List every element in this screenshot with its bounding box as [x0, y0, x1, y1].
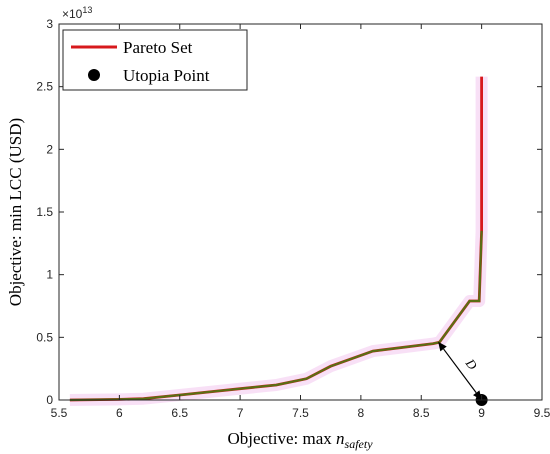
- distance-line: [443, 348, 477, 394]
- x-tick-label: 9.5: [534, 406, 550, 420]
- x-tick-label: 7.5: [292, 406, 309, 420]
- x-axis-label-prefix: Objective: max: [227, 429, 336, 448]
- y-tick-label: 1: [46, 268, 53, 282]
- x-tick-label: 7: [237, 406, 244, 420]
- x-axis-label-sub: safety: [345, 437, 374, 451]
- pareto-set-overlay: [69, 230, 483, 402]
- x-axis-label-var: n: [336, 429, 345, 448]
- y-tick-label: 2.5: [36, 80, 53, 94]
- series-layer: D: [69, 76, 488, 406]
- distance-arrowhead-start: [438, 341, 447, 352]
- y-axis-exponent: ×1013: [62, 5, 92, 21]
- y-tick-label: 1.5: [36, 205, 53, 219]
- x-tick-label: 5.5: [51, 406, 68, 420]
- plot-frame: [58, 23, 543, 401]
- y-axis-label: Objective: min LCC (USD): [6, 118, 25, 306]
- x-tick-label: 6.5: [171, 406, 188, 420]
- y-exponent-power: 13: [82, 5, 92, 15]
- legend: Pareto Set Utopia Point: [62, 29, 248, 91]
- x-tick-label: 8.5: [413, 406, 430, 420]
- y-exponent-base: ×10: [62, 7, 83, 21]
- y-tick-label: 0: [46, 393, 53, 407]
- legend-pareto-label: Pareto Set: [123, 38, 193, 57]
- x-tick-label: 9: [478, 406, 485, 420]
- x-axis-label: Objective: max nsafety: [227, 429, 373, 451]
- x-tick-label: 8: [358, 406, 365, 420]
- y-tick-label: 3: [46, 17, 53, 31]
- legend-utopia-marker: [88, 69, 100, 81]
- x-tick-label: 6: [116, 406, 123, 420]
- y-tick-label: 2: [46, 142, 53, 156]
- y-tick-label: 0.5: [36, 330, 53, 344]
- legend-utopia-label: Utopia Point: [123, 66, 210, 85]
